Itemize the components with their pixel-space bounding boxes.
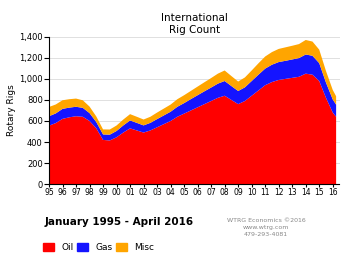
- Legend: Oil, Gas, Misc: Oil, Gas, Misc: [40, 240, 158, 256]
- Title: International
Rig Count: International Rig Count: [161, 13, 228, 35]
- Text: WTRG Economics ©2016
www.wtrg.com
479-293-4081: WTRG Economics ©2016 www.wtrg.com 479-29…: [227, 219, 305, 237]
- Text: January 1995 - April 2016: January 1995 - April 2016: [44, 217, 194, 227]
- Y-axis label: Rotary Rigs: Rotary Rigs: [7, 85, 16, 136]
